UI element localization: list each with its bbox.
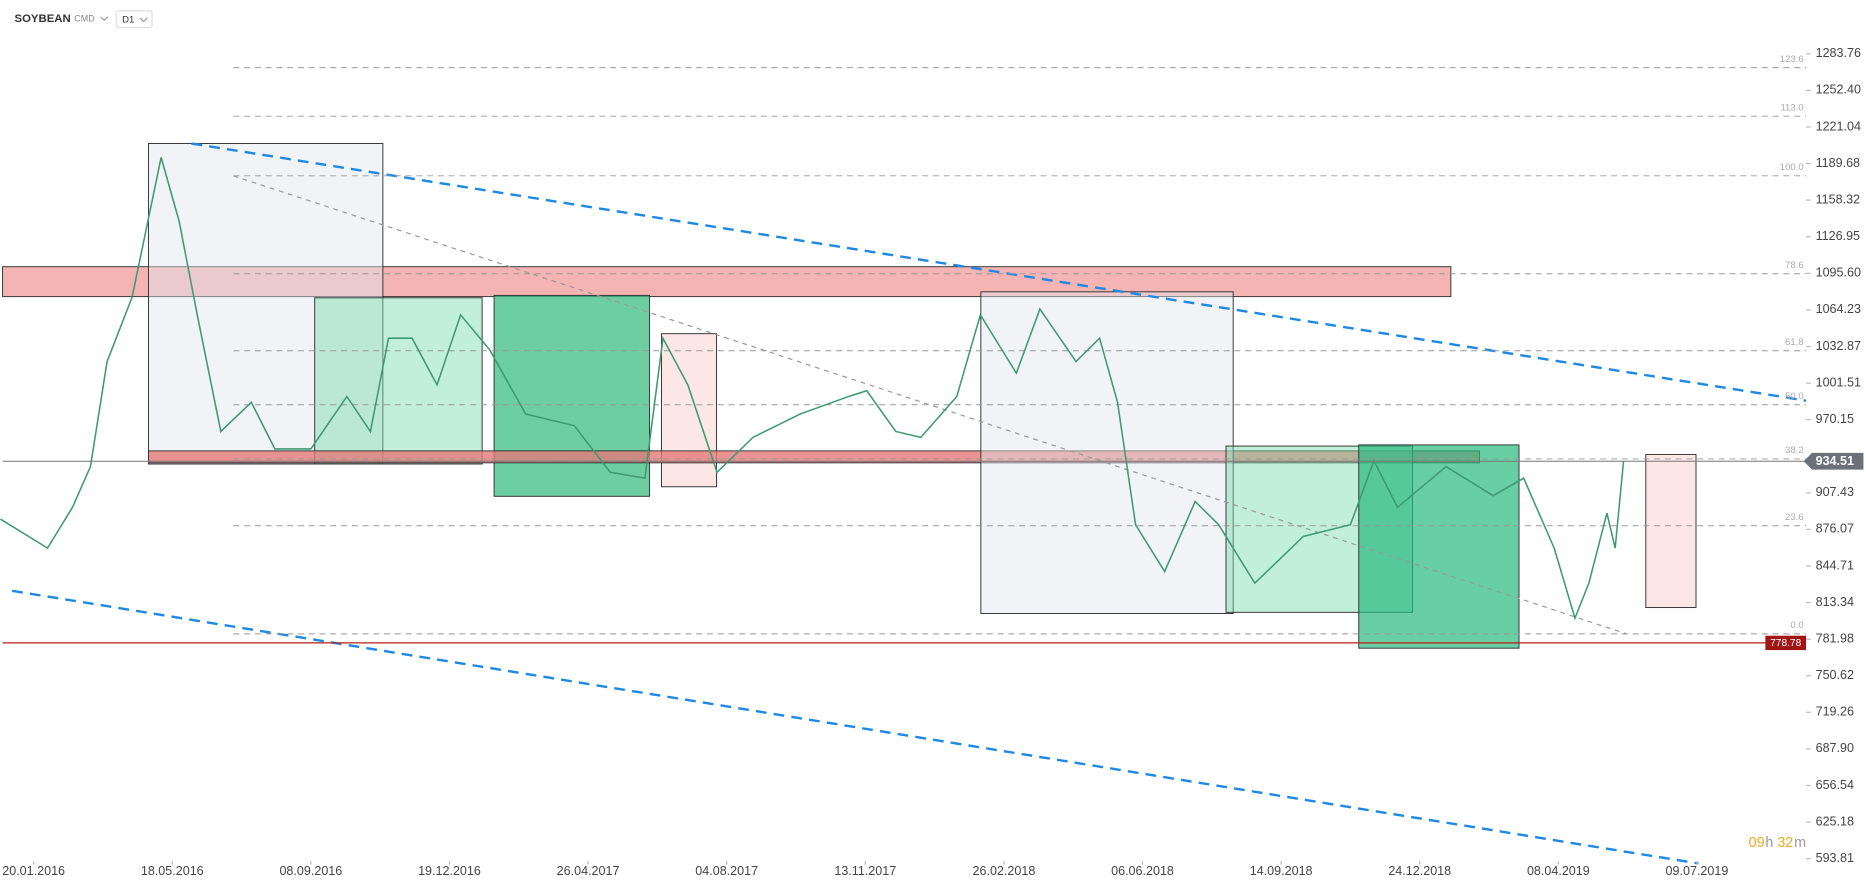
fib-label: 123.6	[1780, 54, 1804, 65]
x-tick-label: 08.09.2016	[279, 864, 342, 878]
fib-label: 113.0	[1780, 102, 1803, 113]
y-tick-label: 687.90	[1816, 741, 1854, 755]
y-tick-label: 781.98	[1816, 631, 1854, 645]
y-tick-label: 625.18	[1816, 814, 1854, 828]
box	[493, 294, 651, 497]
y-tick-label: 1283.76	[1816, 46, 1861, 60]
x-tick-label: 14.09.2018	[1250, 864, 1313, 878]
y-tick-label: 1189.68	[1816, 156, 1860, 170]
support-label-box	[1765, 635, 1807, 651]
x-tick-label: 26.02.2018	[973, 864, 1036, 878]
last-price-label: 934.51	[1816, 454, 1854, 468]
dropdown-arrow[interactable]	[139, 17, 148, 23]
y-tick-label: 1126.95	[1816, 229, 1860, 243]
price-line	[0, 157, 1625, 621]
timer-h: h	[1765, 835, 1773, 851]
fib-label: 0.0	[1790, 620, 1803, 631]
y-tick-label: 907.43	[1816, 485, 1854, 499]
y-tick-label: 1252.40	[1816, 83, 1861, 97]
fib-label: 50.0	[1785, 391, 1804, 402]
fib-label: 100.0	[1780, 162, 1804, 173]
y-tick-label: 876.07	[1816, 522, 1854, 536]
timer-m: m	[1794, 835, 1806, 851]
box	[314, 297, 483, 465]
y-tick-label: 1032.87	[1816, 339, 1861, 353]
interval[interactable]: D1	[122, 14, 134, 25]
support-label: 778.78	[1770, 638, 1801, 649]
y-tick-label: 1001.51	[1816, 375, 1861, 389]
trend-line	[191, 142, 1807, 402]
y-tick-label: 813.34	[1816, 595, 1854, 609]
x-tick-label: 09.07.2019	[1666, 864, 1729, 878]
timer-minutes: 32	[1777, 835, 1793, 851]
box	[980, 291, 1234, 614]
y-tick-label: 656.54	[1816, 778, 1854, 792]
symbol[interactable]: SOYBEAN	[15, 13, 71, 25]
box	[1645, 453, 1697, 609]
drawings	[2, 142, 1807, 865]
y-tick-label: 970.15	[1816, 412, 1854, 426]
x-tick-label: 19.12.2016	[418, 864, 481, 878]
fib-label: 78.6	[1785, 260, 1804, 271]
interval-select[interactable]	[115, 10, 153, 29]
box	[1358, 444, 1520, 649]
y-tick-label: 750.62	[1816, 668, 1854, 682]
x-tick-label: 04.08.2017	[695, 864, 758, 878]
trend-line	[11, 589, 1699, 865]
x-tick-label: 18.05.2016	[141, 864, 204, 878]
fib-label: 61.8	[1785, 337, 1804, 348]
y-tick-label: 1158.32	[1816, 192, 1860, 206]
x-tick-label: 13.11.2017	[834, 864, 896, 878]
box	[147, 143, 384, 465]
timer-hours: 09	[1749, 835, 1765, 851]
y-tick-label: 844.71	[1816, 558, 1854, 572]
box	[661, 333, 718, 488]
dropdown-arrow[interactable]	[100, 16, 109, 22]
last-price-box	[1803, 452, 1864, 470]
x-tick-label: 24.12.2018	[1388, 864, 1451, 878]
y-tick-label: 1064.23	[1816, 302, 1861, 316]
x-tick-label: 06.06.2018	[1111, 864, 1174, 878]
y-tick-label: 719.26	[1816, 705, 1854, 719]
fib-label: 23.6	[1785, 512, 1804, 523]
y-tick-label: 1221.04	[1816, 119, 1861, 133]
y-tick-label: 593.81	[1816, 851, 1854, 865]
fib-label: 38.2	[1785, 445, 1804, 456]
x-tick-label: 08.04.2019	[1527, 864, 1590, 878]
market: CMD	[74, 13, 95, 23]
x-tick-label: 26.04.2017	[557, 864, 620, 878]
x-tick-label: 20.01.2016	[2, 864, 65, 878]
y-tick-label: 1095.60	[1816, 266, 1861, 280]
